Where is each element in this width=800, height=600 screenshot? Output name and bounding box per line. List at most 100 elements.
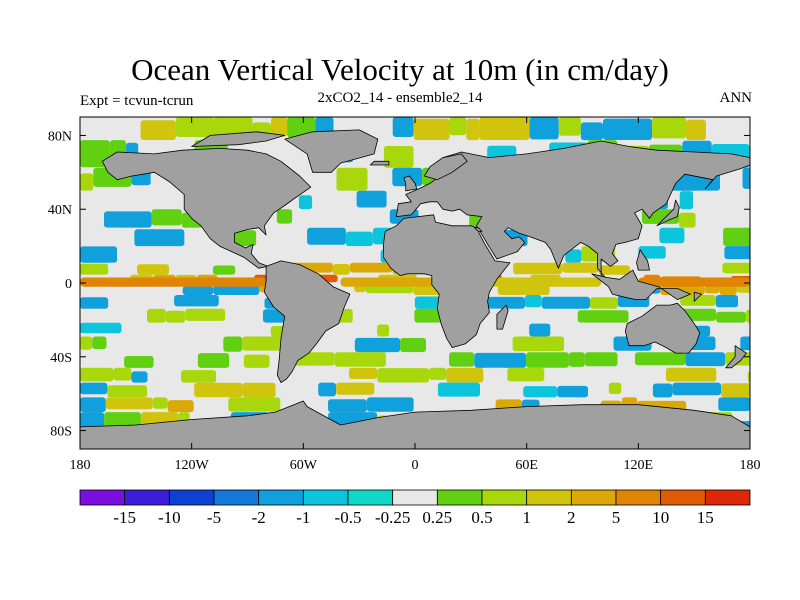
field-cell	[497, 284, 550, 295]
land-new-guinea-east	[693, 291, 702, 302]
field-cell	[726, 190, 741, 208]
field-cell	[742, 167, 750, 189]
colorbar-label: 1	[522, 508, 531, 527]
field-cell	[400, 338, 426, 353]
field-cell	[385, 352, 415, 368]
field-cell	[334, 352, 386, 367]
y-tick-label: 80S	[50, 425, 72, 440]
field-cell	[366, 397, 414, 412]
field-cell	[80, 308, 131, 321]
field-cell	[108, 262, 138, 273]
field-cell	[307, 227, 346, 245]
field-cell	[672, 382, 722, 396]
field-cell	[367, 308, 415, 321]
field-cell	[276, 209, 293, 224]
field-cell	[679, 191, 694, 210]
field-cell	[665, 246, 687, 262]
field-cell	[666, 367, 717, 382]
field-cell	[124, 356, 154, 368]
field-cell	[138, 248, 176, 263]
field-cell	[584, 352, 618, 367]
x-tick-label: 60W	[290, 458, 318, 473]
field-cell	[449, 117, 467, 136]
field-cell	[80, 297, 109, 309]
field-cell	[529, 323, 551, 337]
field-cell	[588, 383, 609, 398]
field-cell	[740, 190, 750, 209]
field-cell	[242, 382, 276, 398]
field-cell	[483, 296, 525, 309]
field-cell	[80, 246, 118, 263]
field-cell	[615, 367, 666, 380]
land-australia	[624, 302, 701, 354]
field-cell	[212, 265, 236, 275]
field-cell	[147, 368, 181, 383]
field-cell	[223, 336, 243, 352]
field-cell	[80, 140, 110, 168]
field-cell	[140, 120, 176, 140]
field-cell	[722, 262, 750, 274]
land-arabia-gap	[474, 227, 483, 232]
field-cell	[557, 385, 589, 398]
colorbar-swatch	[79, 489, 126, 506]
field-cell	[686, 246, 725, 260]
field-cell	[80, 322, 122, 334]
field-cell	[413, 400, 450, 413]
field-cell	[80, 336, 93, 350]
experiment-label: Expt = tcvun-tcrun	[80, 93, 194, 109]
field-cell	[185, 308, 226, 321]
field-cell	[181, 324, 233, 337]
field-cell	[181, 370, 217, 383]
colorbar-swatch	[168, 489, 215, 506]
field-cell	[354, 337, 401, 353]
field-cell	[113, 191, 159, 210]
colorbar-label: 0.5	[471, 508, 492, 527]
field-cell	[716, 311, 746, 323]
field-cell	[352, 308, 368, 320]
field-cell	[429, 367, 447, 380]
field-cell	[113, 367, 132, 381]
field-cell	[107, 385, 148, 398]
colorbar-swatch	[704, 489, 751, 506]
land-north-america	[101, 147, 312, 269]
field-cell	[466, 118, 480, 141]
colorbar-swatch	[213, 489, 260, 506]
field-cell	[165, 310, 186, 323]
field-cell	[513, 262, 563, 275]
field-cell	[550, 322, 587, 336]
field-cell	[228, 397, 281, 412]
field-cell	[718, 397, 750, 411]
field-cell	[477, 322, 530, 335]
field-cell	[194, 382, 243, 398]
field-cell	[733, 209, 750, 224]
field-cell	[122, 229, 135, 247]
field-cell	[275, 382, 319, 394]
land-south-america	[263, 260, 351, 384]
field-cell	[250, 247, 279, 263]
field-cell	[564, 336, 614, 351]
field-cell	[721, 383, 750, 398]
field-cell	[278, 247, 330, 263]
field-cell	[318, 382, 336, 397]
field-cell	[652, 383, 673, 398]
field-cell	[544, 369, 594, 383]
field-cell	[541, 296, 590, 309]
field-cell	[671, 262, 723, 272]
x-tick-label: 120E	[624, 458, 654, 473]
field-cell	[608, 382, 622, 394]
field-cell	[449, 352, 475, 367]
field-cell	[229, 368, 266, 383]
land-arctic-islands	[191, 131, 286, 147]
field-cell	[684, 228, 699, 247]
case-label: 2xCO2_14 - ensemble2_14	[317, 90, 483, 106]
field-cell	[328, 399, 367, 413]
y-tick-label: 40N	[48, 203, 72, 218]
field-cell	[392, 117, 414, 137]
field-cell	[466, 336, 513, 349]
field-cell	[356, 190, 387, 208]
field-cell	[367, 121, 393, 140]
field-cell	[617, 352, 635, 368]
field-cell	[366, 295, 415, 308]
land-africa	[382, 214, 511, 349]
field-cell	[174, 295, 219, 307]
